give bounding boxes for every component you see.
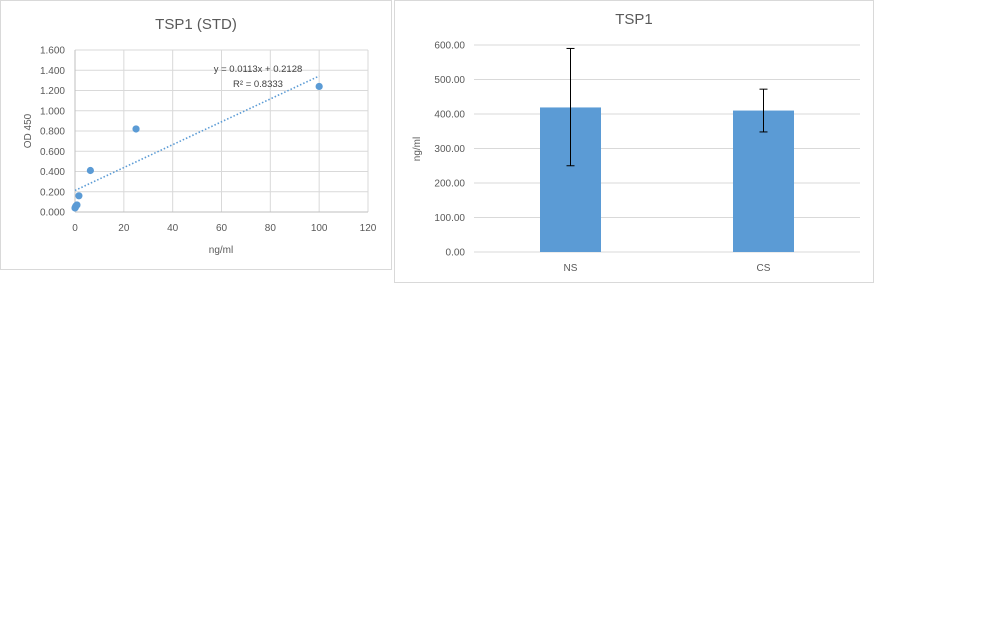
x-tick-label: CS xyxy=(757,263,771,274)
data-point xyxy=(86,166,94,175)
y-axis-title: ng/ml xyxy=(412,137,423,161)
y-tick-label: 500.00 xyxy=(434,75,465,86)
x-tick-label: 120 xyxy=(360,223,377,234)
tsp1-bar-svg: TSP1 0.00 100.00 200.00 300.00 400.00 500.00 60… xyxy=(412,11,860,274)
data-point xyxy=(73,201,81,209)
trendline-r-squared: R² = 0.8333 xyxy=(233,79,283,90)
x-tick-label: 100 xyxy=(311,223,328,234)
data-point xyxy=(75,192,83,200)
bar-cs xyxy=(733,110,794,252)
chart-title: TSP1 (STD) xyxy=(155,16,237,33)
chart-title: TSP1 xyxy=(615,11,653,28)
tsp1-bar-chart: TSP1 0.00 100.00 200.00 300.00 400.00 500.00 60… xyxy=(394,0,874,283)
x-tick-label: NS xyxy=(564,263,578,274)
y-tick-label: 100.00 xyxy=(434,213,465,224)
y-tick-label: 1.600 xyxy=(40,46,65,57)
y-tick-label: 400.00 xyxy=(434,110,465,121)
y-tick-label: 0.400 xyxy=(40,167,65,178)
y-tick-label: 1.200 xyxy=(40,86,65,97)
x-tick-label: 40 xyxy=(167,223,179,234)
y-tick-label: 1.400 xyxy=(40,66,65,77)
data-point xyxy=(315,82,323,91)
x-tick-label: 0 xyxy=(72,223,78,234)
y-tick-label: 1.000 xyxy=(40,106,65,117)
standard-curve-chart: TSP1 (STD) 0.000 0.200 0.400 0.600 0.800 1.000… xyxy=(0,0,392,270)
trendline xyxy=(74,75,320,192)
standard-curve-svg: TSP1 (STD) 0.000 0.200 0.400 0.600 0.800 1.000… xyxy=(23,16,377,256)
x-axis-title: ng/ml xyxy=(209,245,233,256)
y-tick-label: 0.000 xyxy=(40,208,65,219)
x-tick-label: 20 xyxy=(118,223,130,234)
data-point xyxy=(132,125,140,133)
x-tick-label: 60 xyxy=(216,223,228,234)
y-tick-label: 600.00 xyxy=(434,41,465,52)
y-tick-label: 0.00 xyxy=(446,248,466,259)
y-tick-label: 200.00 xyxy=(434,179,465,190)
y-tick-label: 0.600 xyxy=(40,147,65,158)
y-tick-label: 0.800 xyxy=(40,127,65,138)
trendline-equation: y = 0.0113x + 0.2128 xyxy=(214,64,303,75)
y-axis-title: OD 450 xyxy=(23,113,34,148)
y-tick-label: 300.00 xyxy=(434,144,465,155)
x-tick-label: 80 xyxy=(265,223,277,234)
y-tick-label: 0.200 xyxy=(40,187,65,198)
